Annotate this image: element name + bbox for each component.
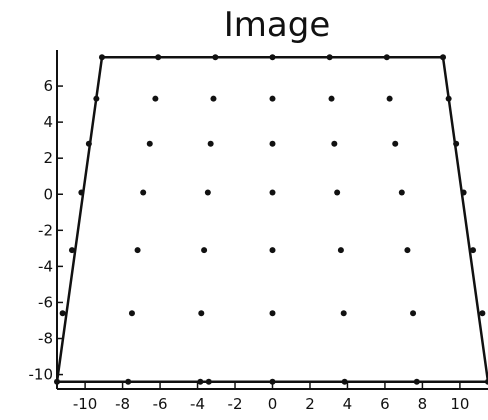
data-point <box>337 247 344 254</box>
x-tick-label: -6 <box>153 395 168 413</box>
y-tick-label: 4 <box>43 113 53 131</box>
y-tick-label: 0 <box>43 185 53 203</box>
data-point <box>204 189 211 196</box>
y-tick-label: 6 <box>43 77 53 95</box>
data-point <box>68 247 75 254</box>
data-point <box>125 378 132 385</box>
data-point <box>326 54 333 61</box>
x-tick-label: -8 <box>115 395 130 413</box>
data-point <box>128 310 135 317</box>
data-point <box>386 95 393 102</box>
points-layer <box>54 54 488 385</box>
image-outline <box>55 55 488 384</box>
x-tick-label: 2 <box>305 395 315 413</box>
data-point <box>212 54 219 61</box>
data-point <box>398 189 405 196</box>
data-point <box>210 95 217 102</box>
data-point <box>383 54 390 61</box>
data-point <box>340 310 347 317</box>
data-point <box>197 378 204 385</box>
data-point <box>410 310 417 317</box>
data-point <box>59 310 66 317</box>
data-point <box>155 54 162 61</box>
data-point <box>453 140 460 147</box>
data-point <box>269 95 276 102</box>
data-point <box>479 310 486 317</box>
data-point <box>485 378 488 385</box>
data-point <box>207 140 214 147</box>
data-point <box>78 189 85 196</box>
data-point <box>85 140 92 147</box>
data-point <box>98 54 105 61</box>
data-point <box>404 247 411 254</box>
y-tick-labels: -10 -8 -6 -4 -2 0 2 4 6 <box>29 77 63 384</box>
x-tick-label: 6 <box>380 395 390 413</box>
x-tick-label: -2 <box>228 395 243 413</box>
data-point <box>460 189 467 196</box>
data-point <box>198 310 205 317</box>
data-point <box>413 378 420 385</box>
data-point <box>440 54 447 61</box>
chart-title: Image <box>224 5 330 45</box>
data-point <box>205 378 212 385</box>
outline-layer <box>55 55 488 384</box>
y-tick-label: -4 <box>38 257 53 275</box>
data-point <box>201 247 208 254</box>
y-tick-label: 2 <box>43 149 53 167</box>
data-point <box>54 378 60 385</box>
y-tick-label: -2 <box>38 221 53 239</box>
x-tick-label: 8 <box>418 395 428 413</box>
data-point <box>328 95 335 102</box>
data-point <box>445 95 452 102</box>
data-point <box>470 247 477 254</box>
data-point <box>331 140 338 147</box>
y-tick-label: -6 <box>38 293 53 311</box>
data-point <box>334 189 341 196</box>
data-point <box>134 247 141 254</box>
x-tick-label: 10 <box>450 395 469 413</box>
data-point <box>146 140 153 147</box>
data-point <box>341 378 348 385</box>
data-point <box>269 140 276 147</box>
data-point <box>269 189 276 196</box>
data-point <box>269 54 276 61</box>
x-tick-label: -4 <box>190 395 205 413</box>
data-point <box>269 378 276 385</box>
data-point <box>152 95 159 102</box>
data-point <box>269 310 276 317</box>
y-tick-label: -10 <box>29 366 54 384</box>
data-point <box>269 247 276 254</box>
data-point <box>140 189 147 196</box>
x-tick-label: -10 <box>73 395 98 413</box>
data-point <box>392 140 399 147</box>
x-tick-label: 4 <box>343 395 353 413</box>
x-tick-label: 0 <box>268 395 278 413</box>
x-tick-labels: -10 -8 -6 -4 -2 0 2 4 6 8 10 <box>73 383 469 413</box>
y-tick-label: -8 <box>38 330 53 348</box>
data-point <box>93 95 100 102</box>
